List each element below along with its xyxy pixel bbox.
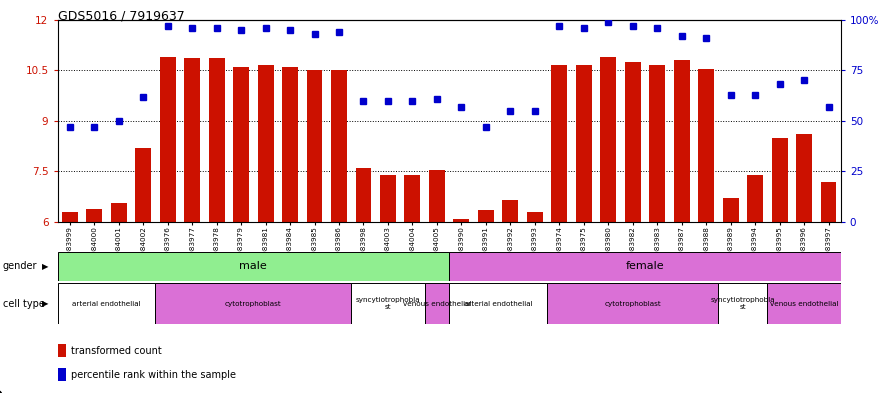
Text: GDS5016 / 7919637: GDS5016 / 7919637 xyxy=(58,10,184,23)
Bar xyxy=(527,212,543,222)
Text: percentile rank within the sample: percentile rank within the sample xyxy=(71,370,236,380)
Bar xyxy=(698,68,714,222)
Text: ▶: ▶ xyxy=(42,262,48,271)
Bar xyxy=(404,175,420,222)
Bar xyxy=(58,252,449,281)
Text: male: male xyxy=(240,261,267,271)
Bar xyxy=(58,344,66,357)
Bar xyxy=(58,368,66,381)
Bar xyxy=(796,134,812,222)
Bar xyxy=(719,283,767,324)
Bar xyxy=(547,283,719,324)
Text: venous endothelial: venous endothelial xyxy=(403,301,471,307)
Bar xyxy=(747,175,763,222)
Bar xyxy=(356,168,372,222)
Text: venous endothelial: venous endothelial xyxy=(770,301,838,307)
Text: ▶: ▶ xyxy=(42,299,48,308)
Bar xyxy=(478,210,494,222)
Bar xyxy=(449,252,841,281)
Bar xyxy=(503,200,519,222)
Bar xyxy=(86,209,102,222)
Bar xyxy=(282,67,298,222)
Bar xyxy=(625,62,641,222)
Bar xyxy=(723,198,739,222)
Bar xyxy=(650,65,666,222)
Bar xyxy=(453,219,469,222)
Text: gender: gender xyxy=(3,261,37,271)
Text: arterial endothelial: arterial endothelial xyxy=(464,301,533,307)
Bar xyxy=(58,283,156,324)
Bar xyxy=(331,70,347,222)
Bar xyxy=(820,182,836,222)
Bar xyxy=(306,70,322,222)
Bar xyxy=(233,67,249,222)
Text: cytotrophoblast: cytotrophoblast xyxy=(225,301,281,307)
Bar xyxy=(159,57,175,222)
Bar xyxy=(351,283,425,324)
Bar xyxy=(111,204,127,222)
Bar xyxy=(135,148,151,222)
Bar xyxy=(600,57,616,222)
Bar xyxy=(772,138,788,222)
Text: cytotrophoblast: cytotrophoblast xyxy=(604,301,661,307)
Bar xyxy=(551,65,567,222)
Bar xyxy=(184,59,200,222)
Bar xyxy=(425,283,449,324)
Bar xyxy=(380,175,396,222)
Bar xyxy=(258,65,273,222)
Bar xyxy=(429,170,445,222)
Text: arterial endothelial: arterial endothelial xyxy=(73,301,141,307)
Text: cell type: cell type xyxy=(3,299,44,309)
Bar xyxy=(449,283,547,324)
Text: female: female xyxy=(626,261,665,271)
Text: syncytiotrophobla
st: syncytiotrophobla st xyxy=(356,297,420,310)
Bar xyxy=(576,65,592,222)
Bar xyxy=(767,283,841,324)
Bar xyxy=(673,60,689,222)
Bar xyxy=(62,212,78,222)
Bar xyxy=(156,283,351,324)
Text: transformed count: transformed count xyxy=(71,346,162,356)
Text: syncytiotrophobla
st: syncytiotrophobla st xyxy=(711,297,775,310)
Bar xyxy=(209,59,225,222)
